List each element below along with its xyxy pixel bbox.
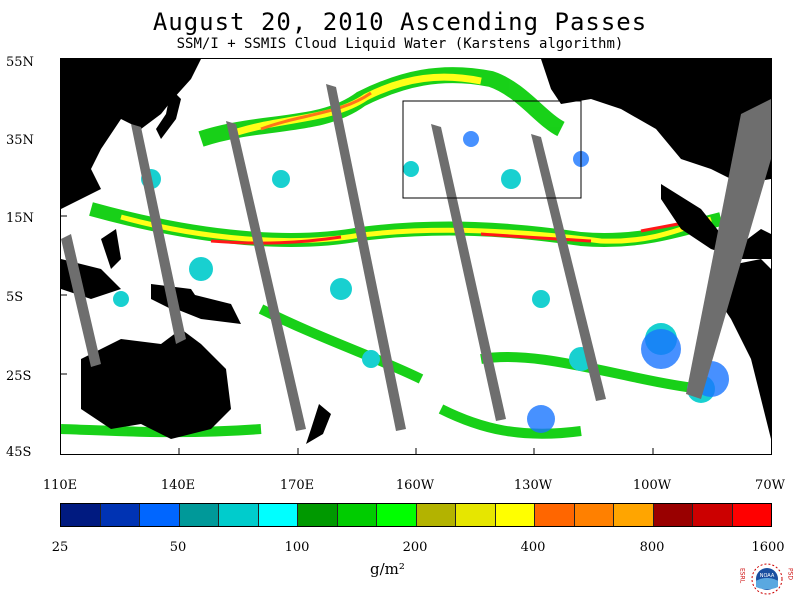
colorbar-cell-7 — [337, 504, 377, 526]
colorbar-tick-200: 200 — [402, 540, 428, 555]
colorbar-tick-800: 800 — [639, 540, 665, 555]
colorbar-cell-6 — [298, 504, 338, 526]
colorbar-tick-25: 25 — [51, 540, 69, 555]
colorbar-cell-8 — [377, 504, 417, 526]
logo-center-text: NOAA — [760, 573, 775, 579]
noaa-esrl-psd-logo: NOAA ESRL PSD — [739, 563, 794, 595]
land-masses — [61, 59, 771, 444]
colorbar-tick-50: 50 — [169, 540, 187, 555]
colorbar-cell-12 — [535, 504, 575, 526]
lon-label-70w: 70W — [755, 478, 785, 493]
lon-label-160w: 160W — [395, 478, 435, 493]
colorbar-cell-5 — [258, 504, 298, 526]
color-scale-bar — [60, 503, 772, 527]
lat-label-35n: 35N — [6, 133, 34, 148]
colorbar-cell-16 — [693, 504, 733, 526]
lon-label-140e: 140E — [160, 478, 196, 493]
lat-label-45s: 45S — [6, 445, 32, 460]
cloud-bands — [61, 67, 729, 439]
map-subtitle: SSM/I + SSMIS Cloud Liquid Water (Karste… — [176, 36, 624, 52]
colorbar-cell-3 — [179, 504, 219, 526]
colorbar-tick-1600: 1600 — [751, 540, 785, 555]
lat-label-55n: 55N — [6, 55, 34, 70]
cloud-liquid-water-map — [60, 58, 772, 455]
colorbar-cell-13 — [574, 504, 614, 526]
map-canvas — [61, 59, 771, 454]
colorbar-tick-100: 100 — [284, 540, 310, 555]
logo-right-text: PSD — [787, 568, 794, 580]
colorbar-cell-1 — [100, 504, 140, 526]
colorbar-tick-400: 400 — [520, 540, 546, 555]
lat-label-5s: 5S — [6, 290, 24, 305]
lat-label-15n: 15N — [6, 211, 34, 226]
colorbar-cell-9 — [416, 504, 456, 526]
lon-label-170e: 170E — [279, 478, 315, 493]
colorbar-cell-11 — [495, 504, 535, 526]
units-label: g/m² — [370, 560, 405, 578]
map-title: August 20, 2010 Ascending Passes — [152, 8, 648, 36]
colorbar-cell-14 — [614, 504, 654, 526]
lon-label-130w: 130W — [513, 478, 553, 493]
colorbar-cell-10 — [456, 504, 496, 526]
colorbar-cell-2 — [140, 504, 180, 526]
colorbar-cell-17 — [732, 504, 771, 526]
lat-label-25s: 25S — [6, 369, 32, 384]
colorbar-cell-0 — [61, 504, 101, 526]
logo-left-text: ESRL — [739, 568, 746, 584]
lon-label-100w: 100W — [632, 478, 672, 493]
colorbar-cell-15 — [653, 504, 693, 526]
region-box — [402, 100, 582, 199]
colorbar-cell-4 — [219, 504, 259, 526]
lon-label-110e: 110E — [42, 478, 78, 493]
